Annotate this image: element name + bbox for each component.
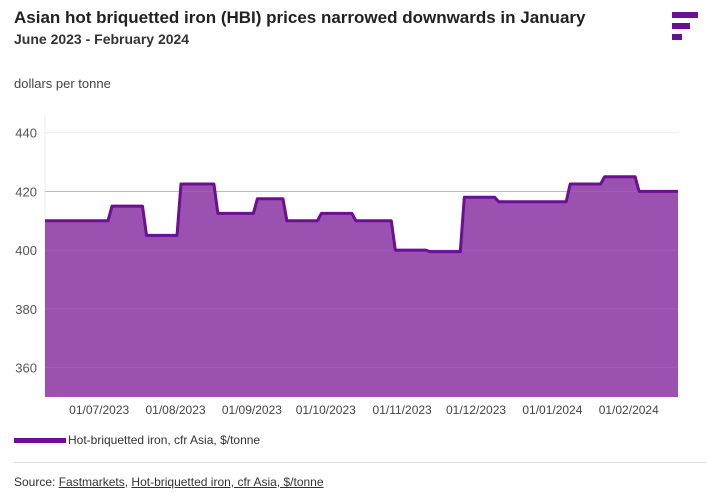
price-chart: 360 380 400 420 440 01/07/2023 01/08/2023 01/09… [15, 115, 678, 417]
source-note: Source: Fastmarkets, Hot-briquetted iron… [14, 475, 324, 489]
legend: Hot-briquetted iron, cfr Asia, $/tonne [14, 433, 260, 447]
x-tick-label: 01/08/2023 [146, 403, 206, 417]
x-tick-label: 01/11/2023 [373, 403, 432, 417]
source-link-fastmarkets[interactable]: Fastmarkets [58, 475, 125, 489]
area-fill [45, 176, 678, 397]
y-tick-label: 380 [15, 302, 37, 317]
chart-subtitle: June 2023 - February 2024 [14, 31, 190, 47]
x-tick-label: 01/12/2023 [446, 403, 506, 417]
chart-title: Asian hot briquetted iron (HBI) prices n… [14, 8, 586, 27]
legend-label: Hot-briquetted iron, cfr Asia, $/tonne [68, 433, 261, 447]
x-tick-label: 01/01/2024 [522, 403, 582, 417]
y-tick-label: 360 [15, 361, 37, 376]
x-tick-label: 01/02/2024 [599, 403, 659, 417]
legend-swatch [14, 437, 66, 443]
fastmarkets-logo-icon [672, 12, 698, 40]
y-axis-label: dollars per tonne [14, 76, 111, 91]
y-tick-label: 400 [15, 243, 37, 258]
x-tick-label: 01/07/2023 [69, 403, 129, 417]
series-line [45, 175, 678, 254]
y-tick-label: 440 [15, 126, 37, 141]
y-tick-label: 420 [15, 184, 37, 199]
x-tick-label: 01/10/2023 [296, 403, 356, 417]
source-label: Source: [14, 475, 56, 489]
x-tick-label: 01/09/2023 [222, 403, 282, 417]
source-separator: , [124, 475, 129, 489]
divider [14, 462, 706, 463]
source-link-series[interactable]: Hot-briquetted iron, cfr Asia, $/tonne [131, 475, 324, 489]
